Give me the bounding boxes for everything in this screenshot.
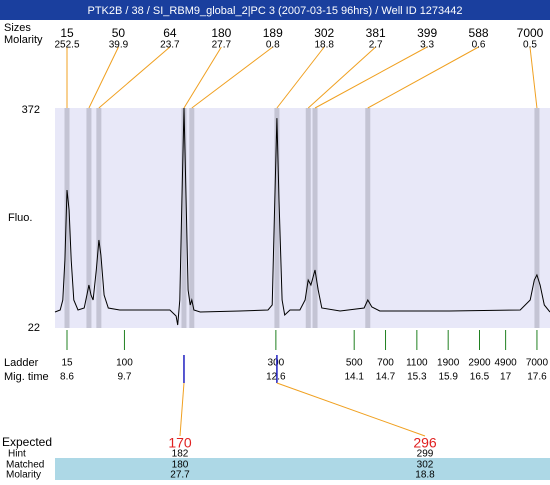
ladder-size: 15 [61,358,73,369]
row-label: Molarity [6,470,41,480]
hint-value: 182 [172,449,189,460]
molarity-value: 27.7 [170,470,190,480]
peak-size: 381 [366,26,386,40]
peak-connector [89,47,119,108]
peak-molarity: 23.7 [160,40,180,51]
title: PTK2B / 38 / SI_RBM9_global_2|PC 3 (2007… [87,5,462,17]
hint-value: 299 [417,449,434,460]
peak-molarity: 0.6 [472,40,486,51]
ladder-size: 700 [377,358,394,369]
peak-size: 7000 [517,26,544,40]
peak-molarity: 3.3 [420,40,434,51]
peak-size: 302 [314,26,334,40]
molarity-value: 18.8 [415,470,435,480]
peak-band [189,108,194,328]
peak-molarity: 0.5 [523,40,537,51]
row-label: Mig. time [4,371,49,383]
ladder-size: 300 [268,358,285,369]
row-label: Expected [2,435,52,449]
y-tick-label: 22 [28,322,40,334]
peak-band [534,108,539,328]
ladder-time: 16.5 [470,372,490,383]
ladder-size: 1100 [406,358,428,369]
peak-size: 64 [163,26,177,40]
plot-area [55,108,550,328]
ladder-size: 7000 [526,358,549,369]
ladder-size: 1900 [437,358,460,369]
row-label: Sizes [4,22,31,34]
ladder-size: 100 [116,358,133,369]
ladder-time: 14.7 [376,372,396,383]
peak-molarity: 0.8 [266,40,280,51]
peak-molarity: 18.8 [314,40,334,51]
peak-connector [277,47,324,108]
ladder-time: 17.6 [527,372,547,383]
peak-connector [99,47,170,108]
peak-band [306,108,311,328]
peak-size: 588 [469,26,489,40]
peak-band [365,108,370,328]
peak-connector [315,47,427,108]
peak-size: 15 [60,26,74,40]
peak-size: 399 [417,26,437,40]
ladder-size: 2900 [468,358,491,369]
ladder-time: 17 [500,372,512,383]
matched-band [55,458,550,480]
match-connector [277,383,425,436]
row-label: Hint [8,449,26,460]
peak-connector [530,47,537,108]
ladder-time: 15.3 [407,372,427,383]
peak-molarity: 252.5 [54,40,79,51]
ladder-time: 12.6 [266,372,286,383]
ladder-size: 500 [346,358,363,369]
peak-molarity: 27.7 [212,40,232,51]
peak-band [65,108,70,328]
peak-band [96,108,101,328]
peak-band [181,108,186,328]
ladder-time: 15.9 [438,372,458,383]
ladder-time: 8.6 [60,372,74,383]
y-tick-label: 372 [22,104,40,116]
peak-molarity: 39.9 [109,40,129,51]
peak-connector [192,47,273,108]
peak-size: 189 [263,26,283,40]
peak-size: 50 [112,26,126,40]
peak-band [274,108,279,328]
y-axis-label: Fluo. [8,212,32,224]
peak-molarity: 2.7 [369,40,383,51]
peak-connector [368,47,479,108]
ladder-size: 4900 [494,358,517,369]
peak-connector [308,47,375,108]
row-label: Molarity [4,34,43,46]
row-label: Ladder [4,357,39,369]
peak-size: 180 [211,26,231,40]
ladder-time: 14.1 [344,372,364,383]
match-connector [180,383,184,436]
peak-connector [184,47,221,108]
peak-band [313,108,318,328]
ladder-time: 9.7 [117,372,131,383]
